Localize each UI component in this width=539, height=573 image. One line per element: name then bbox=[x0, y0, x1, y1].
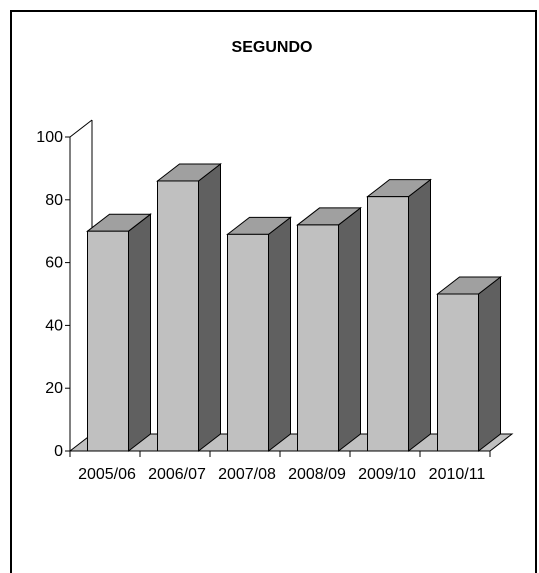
x-tick-label: 2009/10 bbox=[358, 466, 416, 483]
x-axis: 2005/06 2006/07 2007/08 2008/09 2009/10 2010/… bbox=[69, 450, 491, 483]
y-tick-label: 40 bbox=[45, 317, 63, 334]
x-tick-label: 2006/07 bbox=[148, 466, 206, 483]
bars bbox=[86, 162, 502, 453]
bar-side bbox=[198, 162, 221, 453]
bar-side bbox=[128, 213, 151, 453]
y-tick-label: 0 bbox=[54, 443, 63, 460]
bar bbox=[226, 216, 292, 453]
bar bbox=[296, 206, 362, 453]
bar-side bbox=[338, 206, 361, 453]
bar-front bbox=[367, 196, 409, 452]
bar-front bbox=[227, 233, 269, 452]
x-tick-label: 2010/11 bbox=[429, 466, 486, 483]
y-tick-label: 100 bbox=[36, 129, 63, 146]
x-tick-label: 2007/08 bbox=[218, 466, 276, 483]
bar-side bbox=[478, 275, 501, 453]
side-wall-top-edge bbox=[69, 119, 93, 138]
bar-side bbox=[268, 216, 291, 453]
bar-side bbox=[408, 178, 431, 453]
bar-front bbox=[87, 230, 129, 452]
chart-title: SEGUNDO bbox=[232, 39, 313, 56]
bar bbox=[86, 213, 152, 453]
bar bbox=[156, 162, 222, 453]
y-tick-label: 60 bbox=[45, 255, 63, 272]
x-tick-label: 2005/06 bbox=[78, 466, 136, 483]
y-tick-label: 20 bbox=[45, 380, 63, 397]
bar-front bbox=[157, 180, 199, 452]
x-tick-label: 2008/09 bbox=[288, 466, 346, 483]
bar bbox=[436, 275, 502, 453]
bar-front bbox=[297, 224, 339, 452]
y-tick-label: 80 bbox=[45, 192, 63, 209]
bar bbox=[366, 178, 432, 453]
y-axis: 0 20 40 60 80 100 bbox=[36, 129, 71, 460]
bar-front bbox=[437, 293, 479, 452]
